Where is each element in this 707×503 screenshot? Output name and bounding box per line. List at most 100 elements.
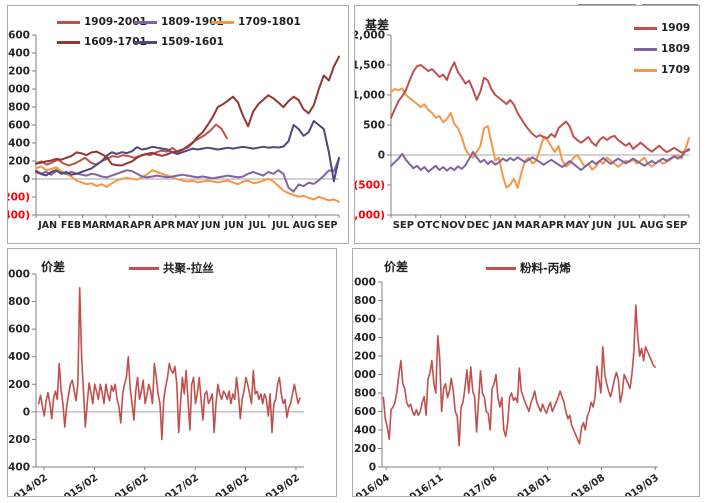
svg-text:400: 400: [354, 425, 376, 437]
svg-text:0: 0: [369, 462, 376, 474]
svg-text:JUN: JUN: [591, 220, 612, 231]
legend-label: 1509-1601: [161, 36, 224, 48]
svg-text:(500): (500): [355, 180, 385, 192]
svg-text:FEB: FEB: [61, 220, 81, 231]
svg-text:MAR: MAR: [515, 220, 541, 231]
legend-label: 粉料-丙烯: [520, 261, 571, 275]
chart-title-price-spread: 价差: [41, 260, 66, 274]
copolymer-spread-plot-canvas: 10008006004002000-200-4002014/022015/022…: [8, 269, 304, 496]
legend-label: 1809-1901: [161, 16, 224, 28]
svg-text:2018/02: 2018/02: [208, 472, 252, 496]
svg-text:(1,000): (1,000): [355, 210, 385, 222]
svg-text:APR: APR: [153, 220, 175, 231]
legend-item-1809: 1809: [634, 43, 690, 55]
panel-powder-propylene-spread-chart: 2000180016001400120010008006004002000201…: [352, 248, 700, 497]
svg-text:1200: 1200: [353, 351, 376, 363]
legend-item-1509-1601: 1509-1601: [134, 36, 224, 48]
svg-text:2016/11: 2016/11: [402, 472, 446, 496]
legend-line-swatch: [129, 266, 159, 270]
legend-item-1909-2001: 1909-2001: [57, 16, 147, 28]
svg-text:200: 200: [354, 443, 376, 455]
svg-text:1400: 1400: [8, 48, 30, 60]
svg-text:AUG: AUG: [640, 220, 664, 231]
svg-text:2019/03: 2019/03: [617, 472, 661, 496]
svg-text:800: 800: [354, 388, 376, 400]
basis-plot-canvas: 2,0001,5001,0005000(500)(1,000)SEPOTCNOV…: [355, 30, 690, 231]
svg-text:0: 0: [23, 406, 30, 418]
svg-text:500: 500: [363, 120, 385, 132]
legend-line-swatch: [134, 40, 157, 44]
chart-title-basis: 基差: [365, 18, 390, 32]
legend-item-1709-1801: 1709-1801: [211, 16, 301, 28]
legend-label: 1709: [661, 64, 691, 76]
svg-text:600: 600: [354, 406, 376, 418]
svg-text:DEC: DEC: [467, 220, 489, 231]
legend-item-1809-1901: 1809-1901: [134, 16, 224, 28]
powder-propylene-plot-canvas: 2000180016001400120010008006004002000201…: [353, 277, 661, 497]
svg-text:800: 800: [8, 296, 30, 308]
svg-text:JUL: JUL: [271, 220, 289, 231]
svg-text:1,500: 1,500: [355, 60, 385, 72]
svg-text:MAY: MAY: [176, 220, 199, 231]
svg-text:2018/01: 2018/01: [510, 472, 554, 496]
svg-text:1800: 1800: [353, 295, 376, 307]
svg-text:1200: 1200: [8, 66, 30, 78]
legend-line-swatch: [634, 68, 657, 72]
svg-text:(400): (400): [8, 210, 30, 222]
svg-text:1000: 1000: [353, 369, 376, 381]
svg-text:600: 600: [8, 120, 30, 132]
legend-line-swatch: [57, 40, 80, 44]
svg-text:2018/08: 2018/08: [564, 472, 608, 496]
svg-text:JUN: JUN: [200, 220, 220, 231]
svg-text:APR: APR: [541, 220, 564, 231]
svg-text:SEP: SEP: [317, 220, 337, 231]
svg-text:2017/02: 2017/02: [157, 472, 201, 496]
svg-text:-400: -400: [8, 462, 30, 474]
svg-text:SEP: SEP: [666, 220, 687, 231]
svg-text:JUL: JUL: [617, 220, 637, 231]
svg-text:200: 200: [8, 379, 30, 391]
svg-text:-200: -200: [8, 434, 30, 446]
svg-text:JAN: JAN: [492, 220, 513, 231]
svg-text:SEP: SEP: [393, 220, 414, 231]
legend-item-powder-propylene: 粉料-丙烯: [486, 260, 571, 276]
clipped-text-fragment: [578, 0, 705, 5]
svg-text:1,000: 1,000: [355, 90, 385, 102]
chart-title-price-spread: 价差: [384, 260, 409, 274]
svg-text:1000: 1000: [8, 84, 30, 96]
svg-text:2014/02: 2014/02: [8, 472, 50, 496]
svg-text:400: 400: [8, 351, 30, 363]
svg-text:APR: APR: [130, 220, 152, 231]
legend-label: 1709-1801: [238, 16, 301, 28]
legend-line-swatch: [486, 266, 516, 270]
svg-text:200: 200: [8, 156, 30, 168]
svg-text:OTC: OTC: [417, 220, 440, 231]
svg-text:MAR: MAR: [106, 220, 131, 231]
svg-text:1600: 1600: [8, 30, 30, 42]
legend-line-swatch: [211, 20, 234, 24]
clipped-text-underline: [578, 0, 636, 5]
svg-text:2,000: 2,000: [355, 30, 385, 42]
legend-label: 1909: [661, 22, 691, 34]
panel-copolymer-spread-chart: 10008006004002000-200-4002014/022015/022…: [7, 248, 337, 497]
svg-text:2015/02: 2015/02: [57, 472, 101, 496]
legend-item-copolymer-drawing: 共聚-拉丝: [129, 260, 214, 276]
svg-text:2016/02: 2016/02: [107, 472, 151, 496]
legend-label: 1909-2001: [84, 16, 147, 28]
svg-text:JAN: JAN: [37, 220, 57, 231]
panel-monthly-spread-chart: 1600 1400 1200 1000 800 600 400 200 0 (200) (400) J…: [7, 5, 349, 244]
svg-text:(200): (200): [8, 192, 30, 204]
svg-text:1400: 1400: [353, 332, 376, 344]
legend-line-swatch: [634, 47, 657, 51]
monthly-spread-plot-canvas: 1600 1400 1200 1000 800 600 400 200 0 (200) (400) J…: [8, 30, 340, 231]
legend-line-swatch: [134, 20, 157, 24]
legend-line-swatch: [57, 20, 80, 24]
legend-label: 1809: [661, 43, 691, 55]
legend-label: 共聚-拉丝: [163, 261, 214, 275]
legend-label: 1609-1701: [84, 36, 147, 48]
legend-line-swatch: [634, 26, 657, 30]
clipped-text-underline: [642, 0, 698, 5]
svg-text:MAY: MAY: [565, 220, 590, 231]
